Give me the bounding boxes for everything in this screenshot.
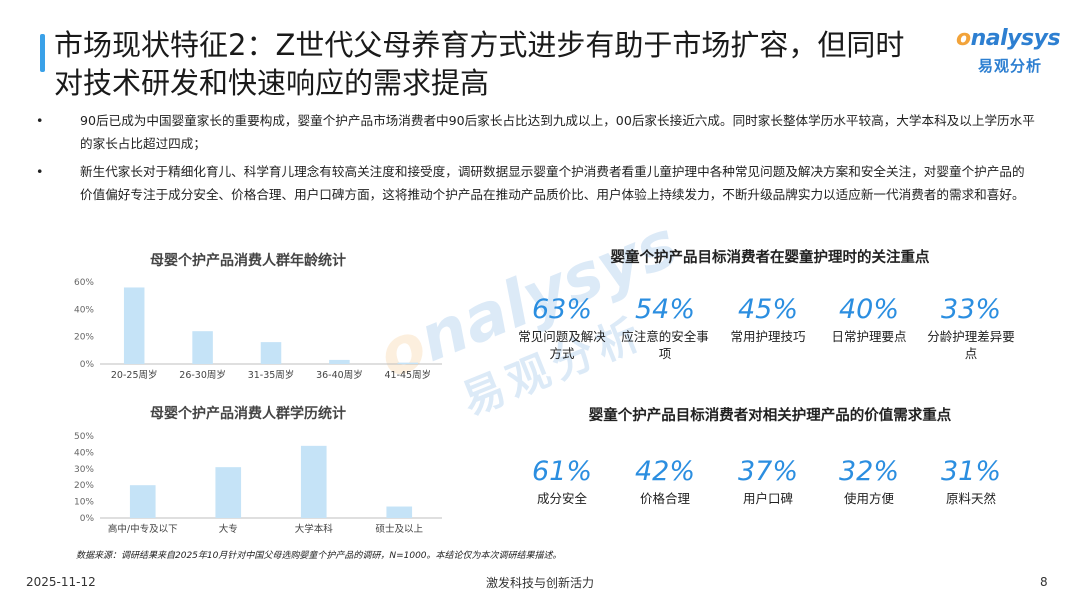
focus-stat-value: 54%: [634, 294, 695, 325]
bullet-item: • 90后已成为中国婴童家长的重要构成，婴童个护产品市场消费者中90后家长占比达…: [36, 110, 1036, 155]
value-stat-value: 42%: [634, 456, 695, 487]
education-y-tick-label: 10%: [74, 498, 94, 508]
education-y-tick-label: 20%: [74, 481, 94, 491]
bullet-marker: •: [36, 113, 44, 128]
analysys-logo: onalysys 易观分析: [956, 26, 1066, 78]
age-bar-chart: 0% 20% 40% 60% 20-25周岁 26-30周岁 31-35周岁 36-40周岁 4…: [74, 278, 442, 381]
education-bar: [386, 506, 413, 518]
value-stat: 37% 用户口碑: [722, 456, 814, 507]
age-y-tick-label: 20%: [74, 333, 94, 343]
age-category-label: 26-30周岁: [179, 369, 226, 381]
education-bar: [215, 467, 242, 518]
focus-section-title: 婴童个护产品目标消费者在婴童护理时的关注重点: [610, 250, 930, 266]
education-bar: [129, 485, 156, 518]
value-stat-label: 用户口碑: [742, 491, 793, 506]
value-stat: 32% 使用方便: [823, 456, 915, 507]
focus-stat: 54% 应注意的安全事项: [619, 294, 711, 362]
age-category-label: 20-25周岁: [111, 369, 158, 381]
bullet-text: 90后已成为中国婴童家长的重要构成，婴童个护产品市场消费者中90后家长占比达到九…: [80, 113, 1035, 151]
focus-stat-value: 63%: [531, 294, 592, 325]
value-stat-value: 61%: [531, 456, 592, 487]
education-category-label: 高中/中专及以下: [108, 523, 178, 535]
age-chart-title: 母婴个护产品消费人群年龄统计: [150, 253, 346, 269]
focus-stat: 63% 常见问题及解决方式: [516, 294, 608, 362]
education-bar-chart: 0% 10% 20% 30% 40% 50% 高中/中专及以下 大专 大学本科 硕士及以上: [74, 432, 442, 535]
age-bar: [329, 359, 350, 364]
education-y-tick-label: 0%: [80, 514, 95, 524]
focus-stat: 33% 分龄护理差异要点: [925, 294, 1017, 362]
title-accent-bar: [40, 34, 45, 72]
bullet-marker: •: [36, 164, 44, 179]
age-y-tick-label: 0%: [80, 360, 95, 370]
value-stat-value: 32%: [838, 456, 899, 487]
focus-stat-label: 日常护理要点: [831, 329, 907, 344]
value-stat: 31% 原料天然: [925, 456, 1017, 507]
logo-chinese: 易观分析: [978, 57, 1043, 75]
footer-date: 2025-11-12: [26, 575, 96, 589]
focus-stat-label: 应注意的安全事项: [621, 329, 709, 361]
bullet-text: 新生代家长对于精细化育儿、科学育儿理念有较高关注度和接受度，调研数据显示婴童个护…: [80, 164, 1025, 202]
education-category-label: 大学本科: [295, 523, 334, 535]
age-bar: [397, 362, 419, 364]
bullet-list: • 90后已成为中国婴童家长的重要构成，婴童个护产品市场消费者中90后家长占比达…: [36, 110, 1036, 212]
age-y-tick-label: 60%: [74, 278, 94, 288]
value-stat-label: 价格合理: [639, 491, 690, 506]
value-stat-label: 使用方便: [843, 491, 894, 506]
education-bar: [300, 445, 327, 518]
education-chart-title: 母婴个护产品消费人群学历统计: [150, 406, 346, 422]
page-number: 8: [1040, 575, 1048, 589]
focus-stat-label: 常见问题及解决方式: [518, 329, 606, 361]
focus-stat-value: 33%: [940, 294, 1001, 325]
value-stat: 42% 价格合理: [619, 456, 711, 507]
value-stat-label: 原料天然: [945, 491, 996, 506]
age-y-tick-label: 40%: [74, 305, 94, 315]
education-category-label: 大专: [219, 523, 238, 535]
education-category-label: 硕士及以上: [375, 523, 423, 535]
focus-stat: 40% 日常护理要点: [823, 294, 915, 345]
logo-wordmark: onalysys: [956, 26, 1061, 51]
education-y-tick-label: 50%: [74, 432, 94, 442]
education-y-tick-label: 40%: [74, 448, 94, 458]
value-stat-value: 31%: [940, 456, 1001, 487]
focus-stat-value: 45%: [737, 294, 798, 325]
education-y-tick-label: 30%: [74, 465, 94, 475]
age-bar: [123, 287, 145, 364]
age-category-label: 36-40周岁: [316, 369, 363, 381]
focus-stat-value: 40%: [838, 294, 899, 325]
age-bar: [260, 342, 282, 364]
focus-stat-label: 分龄护理差异要点: [927, 329, 1015, 361]
age-category-label: 31-35周岁: [248, 369, 295, 381]
focus-stat-label: 常用护理技巧: [730, 329, 806, 344]
data-source-note: 数据来源：调研结果来自2025年10月针对中国父母选购婴童个护产品的调研，N=1…: [76, 551, 562, 561]
age-category-label: 41-45周岁: [384, 369, 431, 381]
footer-tagline: 激发科技与创新活力: [485, 576, 594, 590]
value-section-title: 婴童个护产品目标消费者对相关护理产品的价值需求重点: [588, 408, 952, 424]
age-bar: [192, 331, 213, 364]
focus-stat: 45% 常用护理技巧: [722, 294, 814, 345]
bullet-item: • 新生代家长对于精细化育儿、科学育儿理念有较高关注度和接受度，调研数据显示婴童…: [36, 161, 1036, 206]
value-stat-value: 37%: [737, 456, 798, 487]
value-stat: 61% 成分安全: [516, 456, 608, 507]
page-title: 市场现状特征2：Z世代父母养育方式进步有助于市场扩容，但同时对技术研发和快速响应…: [54, 28, 905, 100]
value-stat-label: 成分安全: [536, 491, 587, 506]
